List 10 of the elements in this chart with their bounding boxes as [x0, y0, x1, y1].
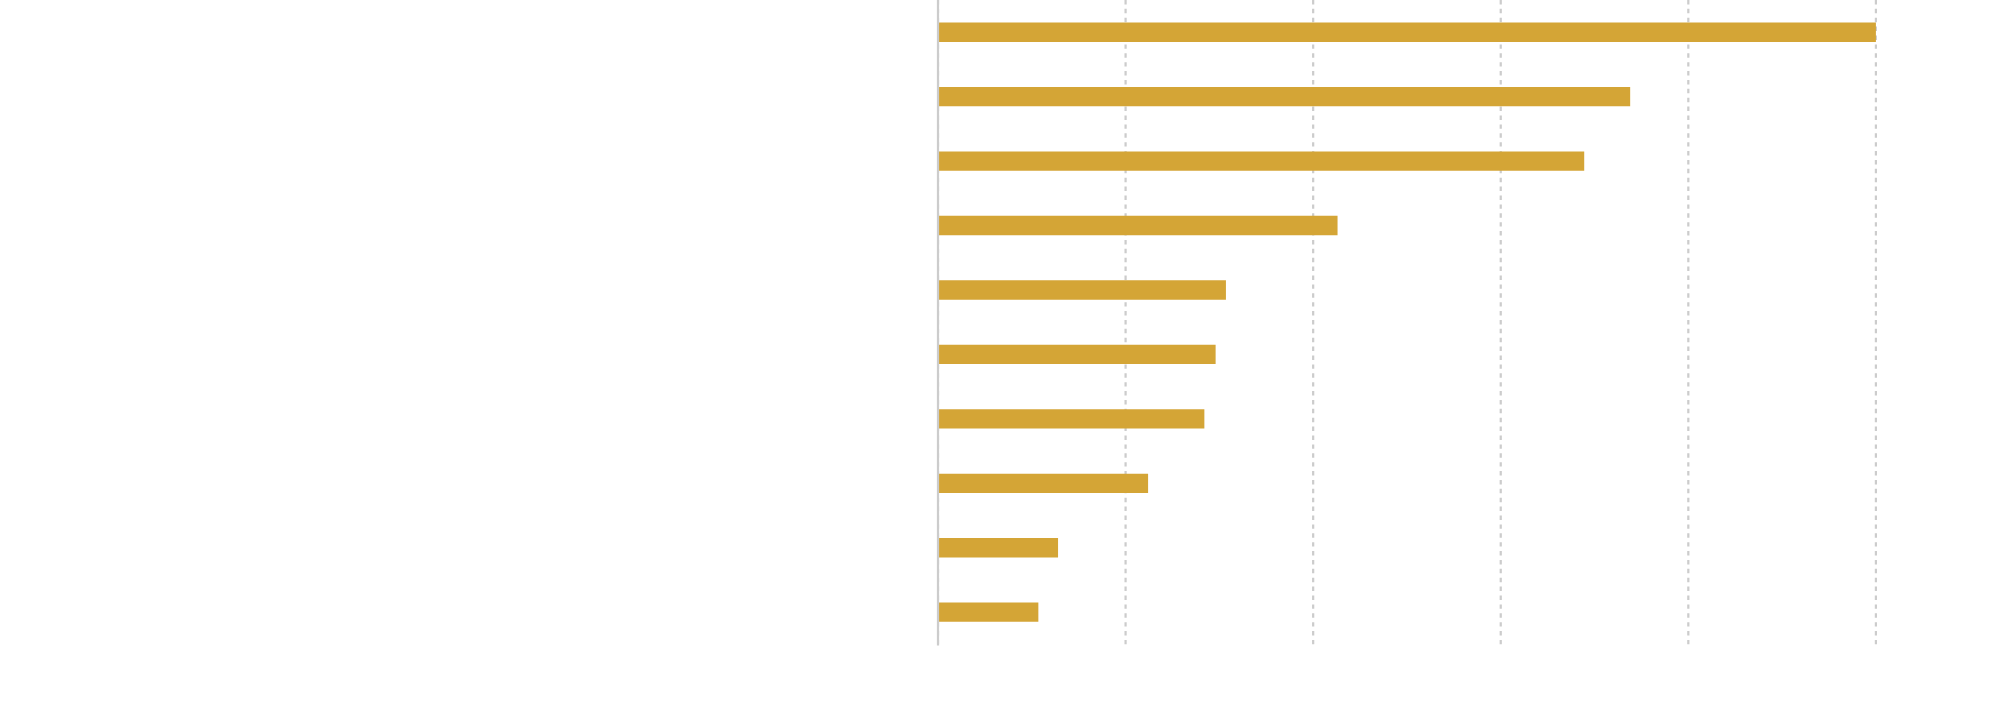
bar [938, 409, 1205, 429]
bar [938, 280, 1226, 300]
bar [938, 538, 1059, 558]
bar [938, 344, 1216, 365]
bar [938, 86, 1631, 107]
bar [938, 602, 1039, 622]
bar [938, 215, 1338, 236]
bar [938, 151, 1585, 171]
bar [938, 22, 1876, 42]
bar [938, 473, 1149, 493]
